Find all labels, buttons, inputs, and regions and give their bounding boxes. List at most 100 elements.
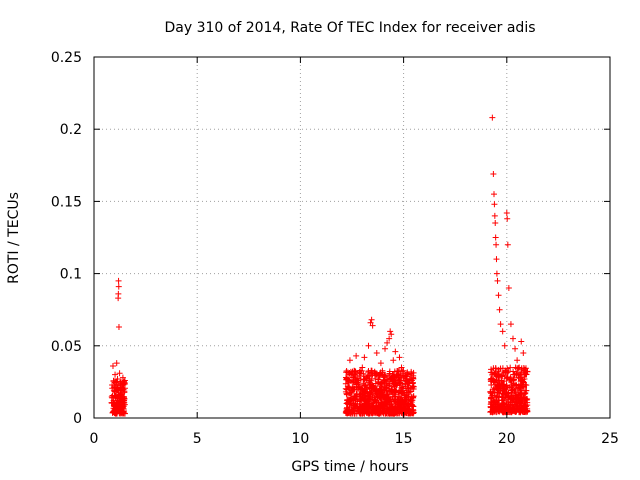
roti-point — [396, 380, 403, 387]
roti-point — [384, 410, 391, 417]
roti-point — [399, 406, 406, 413]
roti-point — [505, 285, 512, 292]
roti-point — [510, 368, 517, 375]
roti-point — [516, 402, 523, 409]
roti-point — [514, 357, 521, 364]
roti-point — [356, 400, 363, 407]
chart-title: Day 310 of 2014, Rate Of TEC Index for r… — [164, 20, 535, 36]
roti-point — [499, 328, 506, 335]
roti-point — [495, 368, 502, 375]
roti-point — [387, 407, 394, 414]
roti-point — [410, 374, 417, 381]
roti-point — [365, 409, 372, 416]
roti-point — [492, 220, 499, 227]
roti-point — [363, 374, 370, 381]
roti-point — [375, 378, 382, 385]
roti-point — [391, 408, 398, 415]
roti-point — [374, 404, 381, 411]
roti-point — [355, 383, 362, 390]
roti-point — [518, 394, 525, 401]
roti-point — [504, 215, 511, 222]
roti-point — [492, 381, 499, 388]
roti-point — [499, 372, 506, 379]
roti-point — [112, 393, 119, 400]
roti-point — [383, 385, 390, 392]
y-tick-label: 0.2 — [60, 122, 82, 138]
roti-point — [349, 410, 356, 417]
roti-point — [508, 395, 515, 402]
roti-point — [359, 364, 366, 371]
roti-point — [384, 390, 391, 397]
roti-point — [403, 375, 410, 382]
roti-point — [348, 409, 355, 416]
roti-point — [361, 402, 368, 409]
roti-point — [490, 365, 497, 372]
roti-point — [386, 368, 393, 375]
roti-point — [516, 364, 523, 371]
roti-point — [345, 379, 352, 386]
roti-point — [520, 379, 527, 386]
roti-point — [510, 405, 517, 412]
roti-point — [372, 408, 379, 415]
roti-point — [512, 345, 519, 352]
roti-point — [119, 396, 126, 403]
roti-point — [390, 380, 397, 387]
roti-point — [406, 410, 413, 417]
roti-point — [519, 402, 526, 409]
roti-point — [343, 391, 350, 398]
roti-point — [494, 371, 501, 378]
roti-point — [396, 354, 403, 361]
roti-point — [517, 371, 524, 378]
roti-point — [494, 277, 501, 284]
roti-point — [408, 377, 415, 384]
roti-point — [401, 392, 408, 399]
roti-point — [490, 377, 497, 384]
roti-point — [518, 338, 525, 345]
roti-point — [346, 357, 353, 364]
roti-point — [346, 384, 353, 391]
roti-point — [350, 402, 357, 409]
plot-frame — [93, 56, 611, 419]
roti-point — [400, 374, 407, 381]
roti-point — [410, 394, 417, 401]
roti-point — [501, 342, 508, 349]
roti-point — [397, 400, 404, 407]
roti-point — [398, 390, 405, 397]
roti-point — [388, 331, 395, 338]
roti-point — [114, 409, 121, 416]
roti-point — [383, 403, 390, 410]
roti-point — [508, 387, 515, 394]
roti-point — [120, 399, 127, 406]
roti-point — [522, 402, 529, 409]
roti-point — [360, 380, 367, 387]
roti-point — [355, 408, 362, 415]
roti-point — [509, 335, 516, 342]
roti-point — [386, 335, 393, 342]
roti-point — [522, 387, 529, 394]
roti-point — [519, 376, 526, 383]
x-tick-label: 15 — [395, 431, 413, 447]
roti-point — [395, 368, 402, 375]
roti-point — [404, 371, 411, 378]
roti-point — [362, 397, 369, 404]
roti-point — [489, 114, 496, 121]
roti-point — [363, 398, 370, 405]
roti-point — [344, 383, 351, 390]
roti-point — [373, 405, 380, 412]
roti-point — [495, 400, 502, 407]
y-tick-label: 0.1 — [60, 267, 82, 283]
roti-point — [402, 383, 409, 390]
roti-point — [512, 381, 519, 388]
roti-point — [496, 382, 503, 389]
roti-point — [370, 383, 377, 390]
roti-point — [379, 387, 386, 394]
grid-lines — [94, 57, 610, 418]
roti-point — [387, 328, 394, 335]
roti-point — [496, 405, 503, 412]
x-tick-label: 10 — [291, 431, 309, 447]
roti-point — [389, 402, 396, 409]
roti-point — [491, 371, 498, 378]
roti-point — [495, 292, 502, 299]
roti-point — [394, 371, 401, 378]
roti-point — [496, 306, 503, 313]
